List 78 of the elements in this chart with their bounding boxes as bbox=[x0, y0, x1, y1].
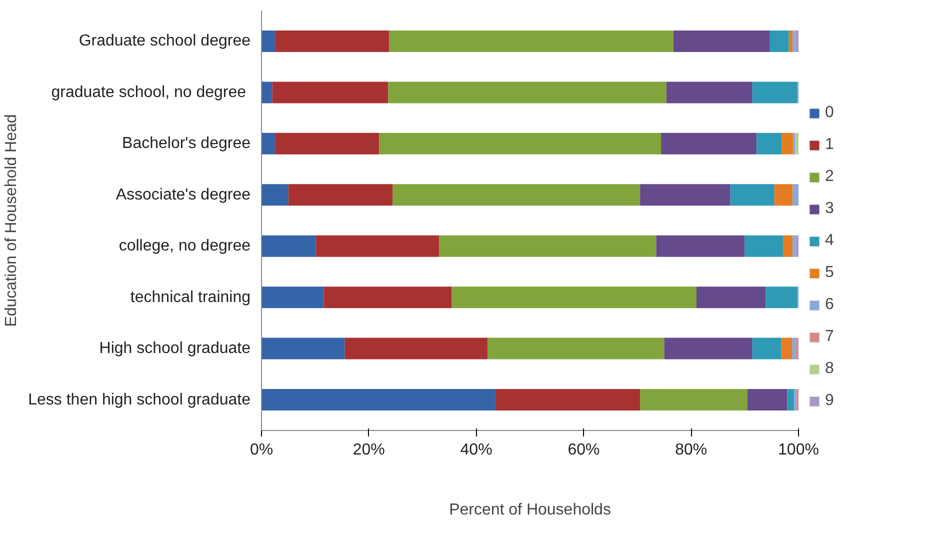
bar bbox=[274, 132, 380, 154]
bar bbox=[782, 132, 794, 154]
legend-label: 5 bbox=[825, 264, 835, 282]
bar bbox=[452, 286, 696, 308]
bar bbox=[324, 286, 452, 308]
legend-label: 7 bbox=[825, 328, 835, 346]
bar bbox=[344, 338, 488, 360]
y-tick-label: High school graduate bbox=[99, 340, 251, 358]
legend-label: 2 bbox=[825, 168, 835, 186]
bar bbox=[640, 184, 730, 206]
bar bbox=[792, 338, 796, 360]
bar bbox=[752, 82, 798, 104]
x-tick-label: 80% bbox=[675, 442, 708, 458]
bar bbox=[795, 132, 798, 154]
x-tick-label: 0% bbox=[250, 442, 274, 458]
x-tick-label: 100% bbox=[778, 442, 819, 458]
bar bbox=[262, 338, 345, 360]
bar bbox=[781, 338, 792, 360]
bar bbox=[392, 184, 640, 206]
bar bbox=[792, 235, 796, 257]
bar bbox=[488, 338, 664, 360]
bar bbox=[640, 389, 748, 411]
bar bbox=[316, 235, 440, 257]
bar bbox=[262, 82, 272, 104]
bar bbox=[787, 389, 794, 411]
y-tick-label: Bachelor's degree bbox=[122, 135, 251, 152]
bar bbox=[782, 235, 793, 257]
bar bbox=[752, 338, 782, 360]
y-tick-label: Less then high school graduate bbox=[28, 391, 251, 408]
y-tick-label: Graduate school degree bbox=[78, 32, 251, 50]
bar bbox=[795, 30, 798, 52]
bar bbox=[262, 184, 288, 206]
legend-label: 8 bbox=[825, 360, 835, 378]
bar bbox=[388, 82, 666, 104]
legend-label: 0 bbox=[825, 104, 835, 122]
bar bbox=[796, 235, 798, 257]
bar bbox=[673, 30, 770, 52]
bar bbox=[262, 389, 496, 411]
y-tick-label: technical training bbox=[130, 288, 251, 306]
legend-label: 1 bbox=[825, 136, 835, 154]
x-tick-label: 20% bbox=[352, 442, 385, 458]
bar bbox=[666, 82, 752, 104]
x-tick-label: 40% bbox=[460, 442, 492, 458]
bar bbox=[664, 338, 752, 360]
bar bbox=[656, 235, 745, 257]
y-axis-title: Education of Household Head bbox=[3, 114, 20, 327]
y-tick-label: Associate's degree bbox=[116, 186, 251, 204]
bar bbox=[262, 132, 275, 154]
bar bbox=[379, 132, 662, 154]
bar bbox=[744, 235, 783, 257]
bar bbox=[756, 132, 782, 154]
bar bbox=[274, 30, 390, 52]
legend-label: 6 bbox=[825, 296, 835, 314]
bar bbox=[792, 184, 798, 206]
legend-label: 4 bbox=[825, 232, 835, 250]
bar bbox=[661, 132, 757, 154]
x-tick-label: 60% bbox=[568, 442, 600, 458]
x-axis-title: Percent of Households bbox=[449, 502, 611, 518]
bar bbox=[262, 30, 275, 52]
bar bbox=[439, 235, 656, 257]
bar bbox=[766, 286, 798, 308]
bar bbox=[262, 235, 316, 257]
bar bbox=[288, 184, 393, 206]
bar bbox=[730, 184, 774, 206]
bar bbox=[262, 286, 324, 308]
legend-label: 3 bbox=[825, 200, 835, 218]
bar bbox=[774, 184, 793, 206]
y-tick-label: graduate school, no degree bbox=[51, 84, 246, 101]
bar bbox=[747, 389, 788, 411]
legend-label: 9 bbox=[825, 392, 835, 410]
bar bbox=[788, 30, 793, 52]
bar bbox=[389, 30, 674, 52]
bar bbox=[272, 82, 388, 104]
bar bbox=[792, 30, 796, 52]
y-tick-label: college, no degree bbox=[118, 238, 251, 255]
bar bbox=[495, 389, 640, 411]
bar bbox=[696, 286, 766, 308]
bar bbox=[770, 30, 789, 52]
